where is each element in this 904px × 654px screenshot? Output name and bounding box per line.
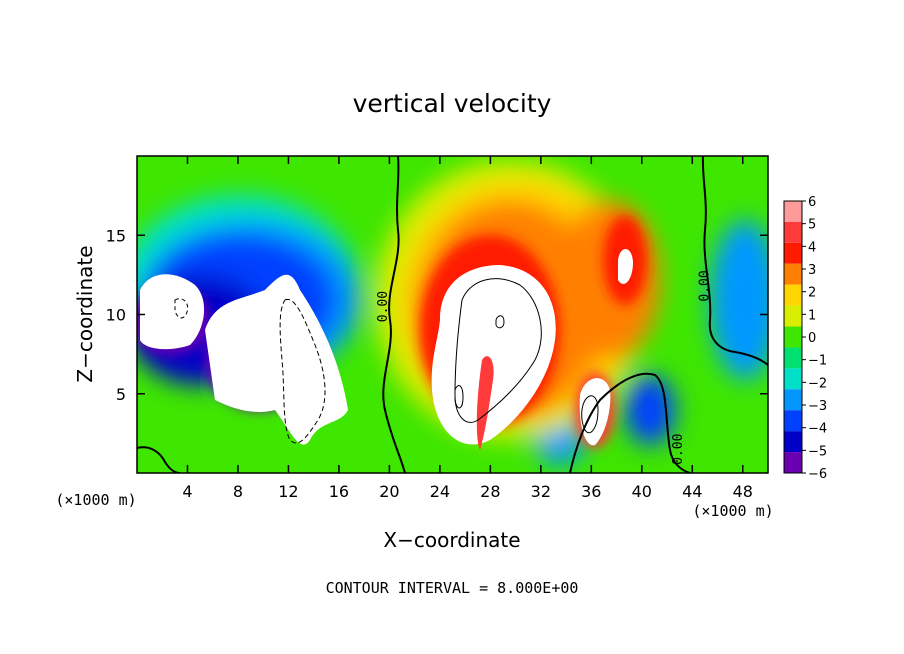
colorbar-label: −3 (808, 399, 827, 414)
colorbar-label: 1 (808, 308, 816, 323)
x-tick-label: 4 (182, 482, 192, 501)
x-tick-label: 12 (278, 482, 298, 501)
contour-label: 0.00 (376, 291, 391, 322)
x-unit-left: (×1000 m) (55, 491, 136, 509)
colorbar-label: 2 (808, 286, 816, 301)
colorbar-swatch (784, 284, 802, 306)
x-tick-label: 20 (379, 482, 399, 501)
contour-labels: 0.00 0.00 0.00 (376, 270, 713, 465)
y-axis-title: Z−coordinate (73, 245, 97, 382)
colorbar-swatch (784, 368, 802, 390)
colorbar-label: 0 (808, 331, 816, 346)
y-axis: 5 10 15 (106, 226, 768, 404)
colorbar-label: 6 (808, 195, 816, 210)
contour-label: 0.00 (671, 434, 686, 465)
x-tick-label: 16 (329, 482, 349, 501)
x-tick-label: 28 (480, 482, 500, 501)
heatmap-field (137, 156, 768, 473)
colorbar-swatch (784, 389, 802, 411)
colorbar-swatch (784, 347, 802, 369)
colorbar-swatch (784, 305, 802, 327)
x-tick-label: 44 (682, 482, 702, 501)
x-tick-label: 40 (632, 482, 652, 501)
colorbar-label: −1 (808, 354, 827, 369)
colorbar-label: −2 (808, 376, 827, 391)
x-axis-title: X−coordinate (383, 528, 520, 552)
x-axis: 4 8 12 16 20 24 28 32 36 40 44 48 (182, 156, 753, 501)
colorbar-swatch (784, 326, 802, 348)
colorbar-label: −5 (808, 444, 827, 459)
contour-interval-note: CONTOUR INTERVAL = 8.000E+00 (326, 579, 579, 597)
colorbar-swatch (784, 452, 802, 473)
chart-title: vertical velocity (353, 89, 552, 118)
contour-label: 0.00 (698, 270, 713, 301)
colorbar-swatch (784, 410, 802, 432)
colorbar-label: −4 (808, 422, 827, 437)
y-tick-label: 15 (106, 226, 126, 245)
colorbar-label: 5 (808, 218, 816, 233)
colorbar-label: 3 (808, 263, 816, 278)
y-tick-label: 5 (116, 385, 126, 404)
colorbar-swatch (784, 242, 802, 264)
colorbar-label: 4 (808, 240, 816, 255)
x-tick-label: 36 (581, 482, 601, 501)
colorbar-swatch (784, 201, 802, 222)
x-unit-right: (×1000 m) (692, 502, 773, 520)
colorbar-swatch (784, 221, 802, 243)
x-tick-label: 24 (430, 482, 450, 501)
x-tick-label: 48 (733, 482, 753, 501)
x-tick-label: 32 (531, 482, 551, 501)
colorbar: 6 5 4 3 2 1 0 −1 −2 −3 −4 −5 −6 (783, 195, 827, 482)
y-tick-label: 10 (106, 306, 126, 325)
colorbar-swatch (784, 263, 802, 285)
colorbar-label: −6 (808, 467, 827, 482)
contour-lines (137, 156, 768, 473)
x-tick-label: 8 (233, 482, 243, 501)
colorbar-swatch (784, 431, 802, 453)
